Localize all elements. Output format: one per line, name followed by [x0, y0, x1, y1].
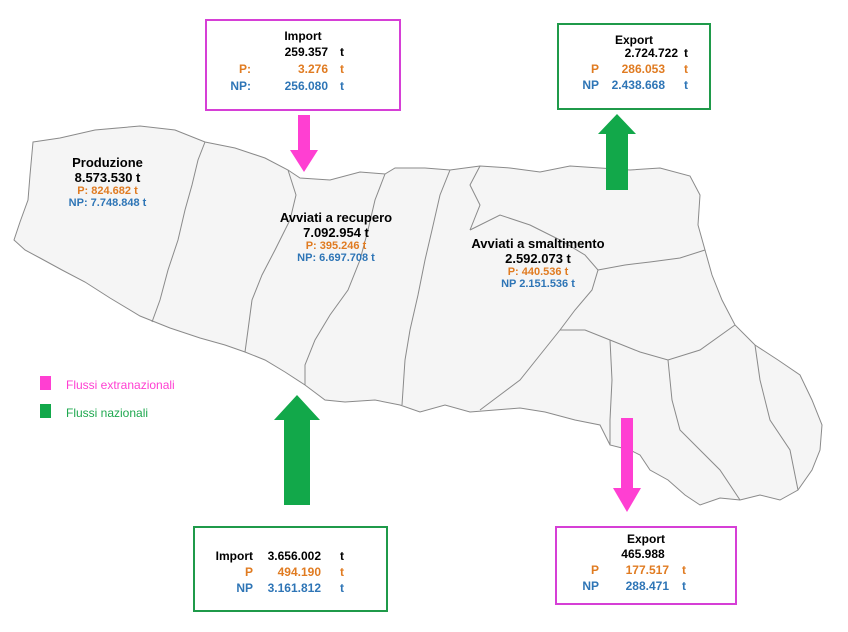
produzione-np: NP: 7.748.848 t [68, 197, 147, 209]
legend-label-extranazionali: Flussi extranazionali [66, 378, 175, 392]
recupero-total: 7.092.954 t [303, 225, 369, 240]
box-title: Import [215, 549, 253, 563]
np-value: 288.471 [625, 579, 669, 593]
unit: t [682, 563, 686, 577]
arrow-export-naz [598, 114, 636, 190]
unit: t [684, 78, 688, 92]
total-value: 2.724.722 [624, 46, 678, 60]
unit: t [684, 46, 688, 60]
p-value: 286.053 [621, 62, 665, 76]
province-borders [151, 141, 799, 501]
produzione-total: 8.573.530 t [74, 170, 141, 185]
unit: t [684, 62, 688, 76]
arrow-import-naz [274, 395, 320, 505]
unit: t [340, 549, 344, 563]
label-produzione: Produzione 8.573.530 t P: 824.682 t NP: … [60, 155, 155, 209]
map-outline [13, 125, 823, 506]
produzione-name: Produzione [72, 155, 143, 170]
np-value: 256.080 [284, 79, 328, 93]
smaltimento-total: 2.592.073 t [505, 251, 571, 266]
np-label: NP [236, 581, 253, 595]
label-recupero: Avviati a recupero 7.092.954 t P: 395.24… [270, 210, 402, 264]
np-value: 3.161.812 [267, 581, 321, 595]
p-value: 177.517 [625, 563, 669, 577]
unit: t [340, 565, 344, 579]
unit: t [340, 45, 344, 59]
arrow-export-extra [613, 418, 641, 512]
p-label: P [590, 62, 599, 76]
total-value: 259.357 [284, 45, 328, 59]
np-label: NP [582, 78, 599, 92]
box-export-extranazionale: Export 465.988 P 177.517 t NP 288.471 t [555, 526, 737, 605]
p-label: P [590, 563, 599, 577]
box-title: Export [626, 532, 665, 546]
p-label: P [244, 565, 253, 579]
box-title: Import [284, 29, 322, 43]
unit: t [340, 62, 344, 76]
unit: t [340, 79, 344, 93]
recupero-name: Avviati a recupero [279, 210, 393, 225]
unit: t [682, 579, 686, 593]
recupero-np: NP: 6.697.708 t [297, 252, 375, 264]
p-value: 3.276 [297, 62, 328, 76]
box-title: Export [614, 33, 653, 47]
np-label: NP: [230, 79, 251, 93]
total-value: 3.656.002 [267, 549, 321, 563]
smaltimento-name: Avviati a smaltimento [471, 236, 605, 251]
produzione-p: P: 824.682 t [77, 185, 138, 197]
smaltimento-p: P: 440.536 t [507, 266, 569, 278]
np-label: NP [582, 579, 599, 593]
arrow-import-extra [290, 115, 318, 172]
label-smaltimento: Avviati a smaltimento 2.592.073 t P: 440… [458, 236, 618, 290]
box-import-nazionale: Import 3.656.002 t P 494.190 t NP 3.161.… [193, 526, 388, 612]
recupero-p: P: 395.246 t [305, 240, 367, 252]
legend-swatch-nazionali [40, 404, 51, 418]
legend-swatch-extranazionali [40, 376, 51, 390]
unit: t [340, 581, 344, 595]
p-label: P: [239, 62, 251, 76]
total-value: 465.988 [621, 547, 665, 561]
np-value: 2.438.668 [611, 78, 665, 92]
smaltimento-np: NP 2.151.536 t [501, 278, 575, 290]
box-import-extranazionale: Import 259.357 t P: 3.276 t NP: 256.080 … [205, 19, 401, 111]
legend-label-nazionali: Flussi nazionali [66, 406, 149, 420]
p-value: 494.190 [277, 565, 321, 579]
box-export-nazionale: Export 2.724.722 t P 286.053 t NP 2.438.… [557, 23, 711, 110]
